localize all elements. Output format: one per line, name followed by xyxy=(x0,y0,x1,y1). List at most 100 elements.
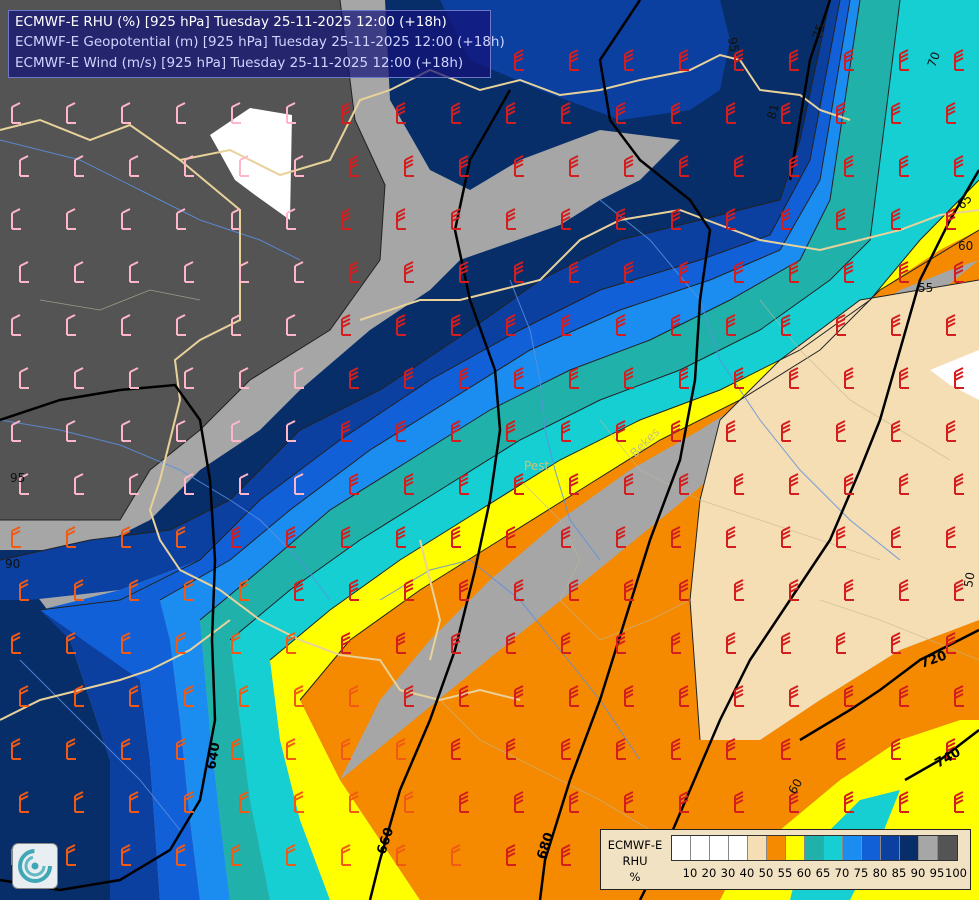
wind-barb xyxy=(569,155,579,177)
wind-barb xyxy=(239,791,249,813)
wind-barb xyxy=(561,844,571,866)
wind-barb xyxy=(954,791,964,813)
rhu-label: 75 xyxy=(810,22,828,41)
wind-barb xyxy=(624,791,634,813)
region-borders xyxy=(39,289,979,831)
wind-barb xyxy=(121,632,131,654)
wind-barb xyxy=(569,579,579,601)
wind-barb xyxy=(121,526,131,548)
wind-barb xyxy=(11,102,21,124)
wind-barb xyxy=(561,102,571,124)
wind-barb xyxy=(616,102,626,124)
wind-barb xyxy=(781,526,791,548)
wind-barb xyxy=(734,791,744,813)
wind-barb xyxy=(726,102,736,124)
wind-barb xyxy=(129,261,139,283)
wind-barb xyxy=(239,579,249,601)
wind-barb xyxy=(789,791,799,813)
wind-barb xyxy=(19,685,29,707)
wind-barb xyxy=(286,314,296,336)
wind-barb xyxy=(341,102,351,124)
wind-barb xyxy=(624,49,634,71)
wind-barb xyxy=(789,579,799,601)
wind-barb xyxy=(176,738,186,760)
wind-barb xyxy=(899,685,909,707)
wind-barb xyxy=(946,314,956,336)
wind-barb xyxy=(946,102,956,124)
legend-tick-label: 80 xyxy=(872,866,888,880)
wind-barb xyxy=(286,102,296,124)
wind-barb xyxy=(66,420,76,442)
wind-barb xyxy=(231,208,241,230)
wind-barb xyxy=(231,102,241,124)
wind-barb xyxy=(836,526,846,548)
wind-barb xyxy=(506,102,516,124)
wind-barb xyxy=(341,844,351,866)
wind-barb xyxy=(239,367,249,389)
wind-barb xyxy=(19,473,29,495)
wind-barb xyxy=(396,208,406,230)
wind-barb xyxy=(616,738,626,760)
legend-swatch xyxy=(824,836,843,860)
wind-barb xyxy=(19,261,29,283)
wind-barb xyxy=(451,526,461,548)
wind-barb xyxy=(451,738,461,760)
wind-barb xyxy=(781,314,791,336)
rhu-area-70 xyxy=(230,0,979,900)
wind-barb xyxy=(239,685,249,707)
legend-tick-label: 85 xyxy=(891,866,907,880)
wind-barb xyxy=(726,526,736,548)
wind-barb xyxy=(459,473,469,495)
wind-barb xyxy=(789,49,799,71)
legend-swatch xyxy=(786,836,805,860)
wind-barb xyxy=(514,261,524,283)
wind-barb xyxy=(74,791,84,813)
wind-barb xyxy=(231,738,241,760)
wind-barb xyxy=(561,738,571,760)
legend-title: ECMWF-E RHU % xyxy=(606,837,664,885)
wind-barb xyxy=(451,102,461,124)
wind-barb xyxy=(176,102,186,124)
wind-barb xyxy=(946,526,956,548)
wind-barb xyxy=(121,420,131,442)
wind-barb xyxy=(781,208,791,230)
legend-tick-label: 70 xyxy=(834,866,850,880)
wind-barb xyxy=(679,49,689,71)
wind-barb xyxy=(74,473,84,495)
wind-barb xyxy=(129,367,139,389)
wind-barb xyxy=(946,738,956,760)
wind-barb xyxy=(286,526,296,548)
rhu-label: 60 xyxy=(785,776,805,796)
wind-barb xyxy=(789,367,799,389)
ecmwf-swirl-icon xyxy=(12,843,58,889)
wind-barb xyxy=(294,155,304,177)
wind-barb xyxy=(946,420,956,442)
wind-barb xyxy=(506,208,516,230)
wind-barb xyxy=(121,844,131,866)
wind-barb xyxy=(404,791,414,813)
wind-barb xyxy=(514,791,524,813)
wind-barb xyxy=(514,579,524,601)
wind-barb xyxy=(781,738,791,760)
wind-barb xyxy=(616,314,626,336)
wind-barb xyxy=(74,367,84,389)
wind-barb xyxy=(789,155,799,177)
wind-barb xyxy=(734,261,744,283)
rhu-contour-lines xyxy=(0,0,979,741)
wind-barb xyxy=(184,685,194,707)
rhu-label: 70 xyxy=(925,50,943,69)
wind-barb xyxy=(184,261,194,283)
wind-barb xyxy=(396,420,406,442)
legend-tick-label: 20 xyxy=(701,866,717,880)
rhu-area-85-north xyxy=(440,0,730,120)
wind-barb xyxy=(844,367,854,389)
wind-barb xyxy=(404,685,414,707)
legend-title-unit: % xyxy=(629,870,641,884)
wind-barb xyxy=(341,314,351,336)
wind-barb xyxy=(506,632,516,654)
wind-barb xyxy=(19,791,29,813)
wind-barb xyxy=(294,261,304,283)
wind-barb xyxy=(561,314,571,336)
wind-barb xyxy=(294,579,304,601)
